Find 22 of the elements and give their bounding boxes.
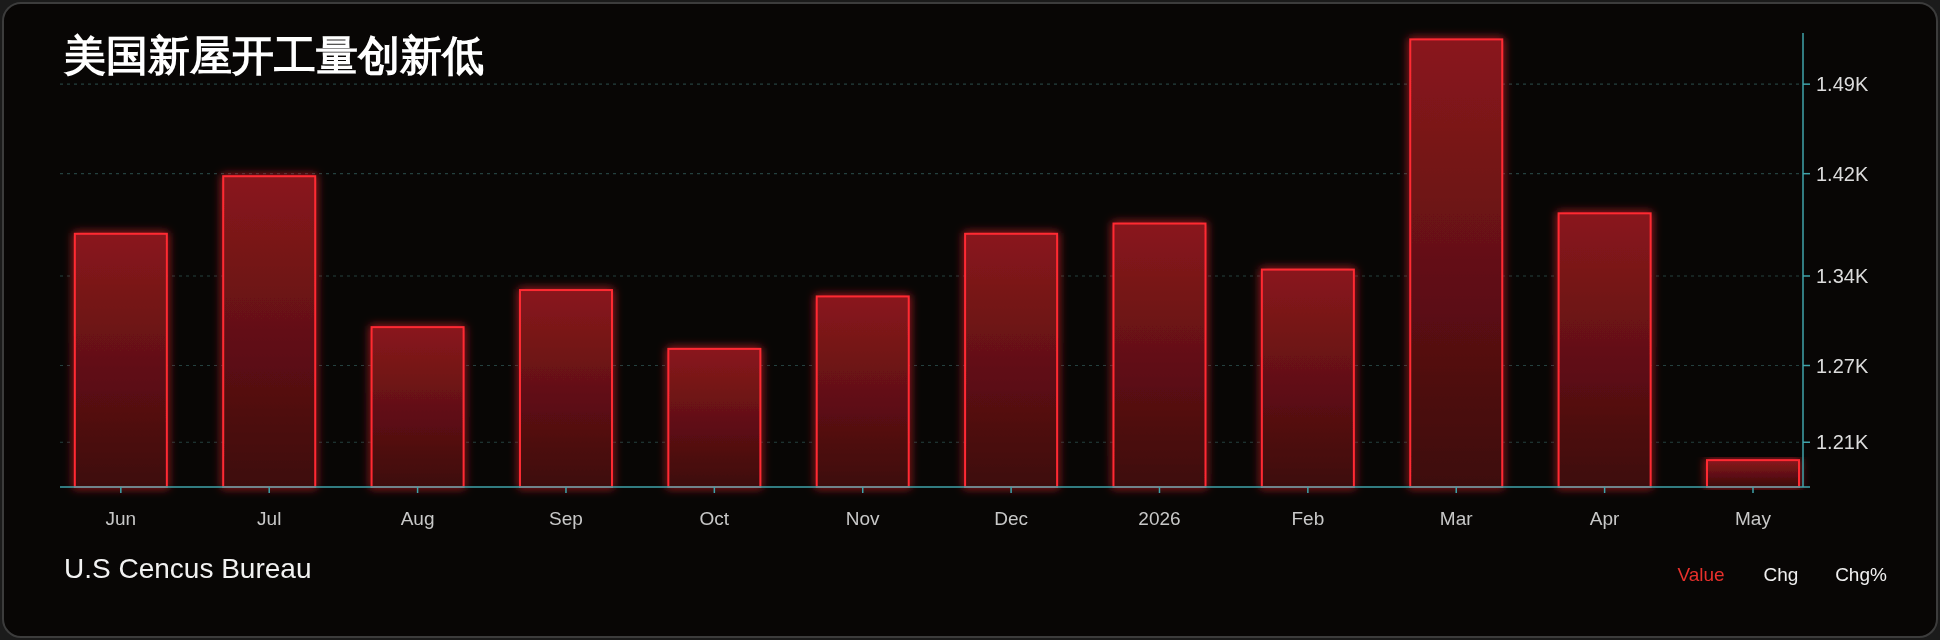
x-tick-label: May: [1735, 508, 1772, 529]
x-tick-label: Dec: [994, 508, 1028, 529]
y-tick-label: 1.27K: [1816, 354, 1869, 377]
text: Chg: [1763, 564, 1799, 585]
x-tick-label: Nov: [845, 508, 881, 529]
chart-title: 美国新屋开工量创新低: [63, 32, 484, 79]
y-tick-label: 1.21K: [1816, 431, 1869, 454]
x-tick-label: Aug: [400, 508, 435, 529]
x-tick-label: 2026: [1138, 508, 1181, 529]
x-tick-label: Jun: [105, 508, 137, 529]
x-tick-label: Apr: [1589, 508, 1621, 529]
x-tick-label: Feb: [1291, 508, 1325, 529]
text: Chg%: [1835, 564, 1887, 585]
y-tick-label: 1.42K: [1816, 162, 1869, 185]
x-tick-label: Jul: [257, 508, 282, 529]
text: U.S Cencus Bureau: [64, 553, 312, 584]
x-tick-label: Mar: [1439, 508, 1474, 529]
y-tick-label: 1.49K: [1816, 73, 1869, 96]
y-tick-label: 1.34K: [1816, 264, 1869, 287]
x-tick-label: Sep: [549, 508, 583, 529]
text: Value: [1677, 564, 1725, 585]
x-tick-label: Oct: [699, 508, 730, 529]
